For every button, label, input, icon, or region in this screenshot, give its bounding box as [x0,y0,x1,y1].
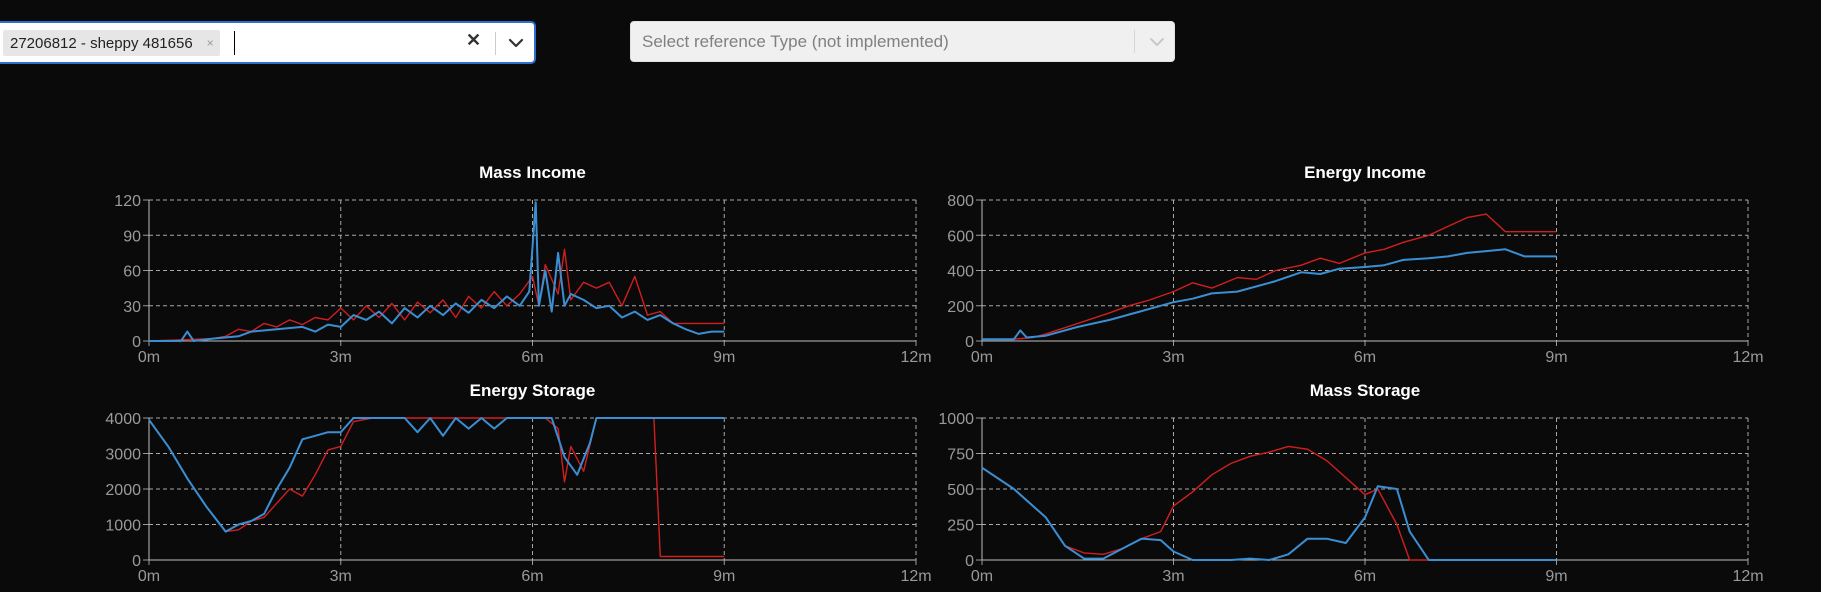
series-line-red [148,248,725,342]
y-tick-label: 600 [947,228,974,245]
reference-type-select[interactable]: Select reference Type (not implemented) [630,21,1175,62]
y-tick-label: 0 [132,334,141,351]
indicator-separator [495,32,496,55]
y-tick-label: 800 [947,193,974,210]
y-tick-label: 400 [947,264,974,281]
x-tick-label: 9m [1545,568,1567,585]
y-tick-label: 1000 [105,518,141,535]
selected-player-chip: 27206812 - sheppy 481656 × [3,30,220,56]
series-line-blue [982,248,1557,341]
x-tick-label: 6m [1354,349,1376,366]
chevron-down-icon[interactable] [506,32,526,54]
series-line-blue [981,466,1557,561]
chart-title: Energy Income [1304,163,1426,182]
y-tick-label: 500 [947,482,974,499]
x-tick-label: 3m [330,349,352,366]
y-tick-label: 120 [114,193,141,210]
x-tick-label: 6m [1354,568,1376,585]
x-tick-label: 12m [900,349,931,366]
series-line-blue [148,417,725,533]
chip-remove-icon[interactable]: × [206,36,214,50]
y-tick-label: 0 [132,553,141,570]
x-tick-label: 9m [713,568,735,585]
chart-title: Mass Storage [1310,381,1421,400]
y-tick-label: 90 [123,228,141,245]
chart-2: Energy Storage 0 1000 2000 3000 4000 0m 3m 6m 9m 1… [105,381,931,585]
x-tick-label: 9m [713,349,735,366]
player-select[interactable]: 27206812 - sheppy 481656 × ✕ [0,21,536,64]
x-tick-label: 6m [521,349,543,366]
y-tick-label: 60 [123,264,141,281]
y-tick-label: 2000 [105,482,141,499]
y-tick-label: 250 [947,518,974,535]
chevron-down-icon[interactable] [1147,31,1167,53]
chip-label: 27206812 - sheppy 481656 [10,34,193,52]
x-tick-label: 3m [330,568,352,585]
chart-1: Energy Income 0 200 400 600 800 0m 3m 6m 9m 12m [947,163,1763,366]
x-tick-label: 12m [1732,349,1763,366]
x-tick-label: 3m [1162,568,1184,585]
x-tick-label: 0m [138,349,160,366]
reference-placeholder: Select reference Type (not implemented) [642,32,949,51]
indicator-separator [1134,30,1135,53]
x-tick-label: 3m [1162,349,1184,366]
series-line-blue [149,201,725,342]
chart-3: Mass Storage 0 250 500 750 1000 0m 3m 6m 9m 12m [938,381,1763,585]
chart-0: Mass Income 0 30 60 90 120 0m 3m 6m 9m 12m [114,163,931,366]
x-tick-label: 6m [521,568,543,585]
x-tick-label: 9m [1545,349,1567,366]
text-caret [234,31,235,55]
series-line-red [148,417,725,558]
x-tick-label: 0m [138,568,160,585]
chart-title: Energy Storage [470,381,596,400]
y-tick-label: 0 [965,553,974,570]
x-tick-label: 0m [971,349,993,366]
y-tick-label: 3000 [105,447,141,464]
x-tick-label: 0m [971,568,993,585]
y-tick-label: 1000 [938,411,974,428]
y-tick-label: 750 [947,447,974,464]
x-tick-label: 12m [1732,568,1763,585]
y-tick-label: 4000 [105,411,141,428]
x-tick-label: 12m [900,568,931,585]
y-tick-label: 0 [965,334,974,351]
chart-title: Mass Income [479,163,586,182]
y-tick-label: 200 [947,299,974,316]
y-tick-label: 30 [123,299,141,316]
series-line-red [982,213,1557,340]
series-line-red [981,445,1557,561]
close-icon[interactable]: ✕ [466,30,482,50]
